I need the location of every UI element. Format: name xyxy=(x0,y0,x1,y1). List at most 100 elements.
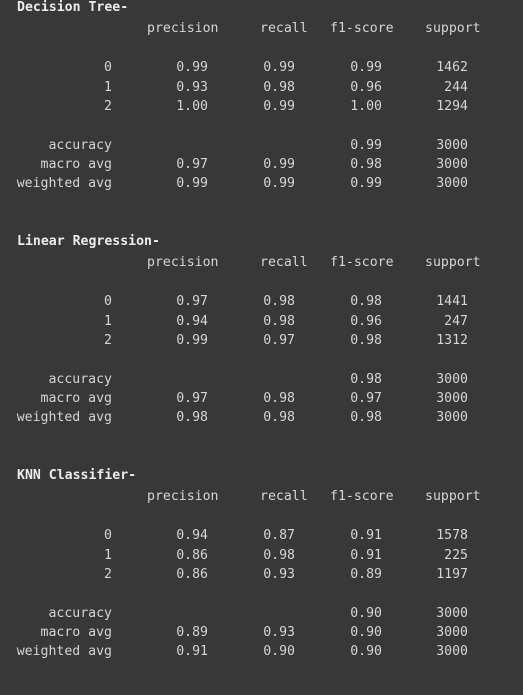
column-header-precision: precision xyxy=(147,21,219,36)
macro-avg-recall-value: 0.99 xyxy=(263,157,295,172)
column-header-recall: recall xyxy=(260,255,308,270)
macro-avg-label: macro avg xyxy=(40,157,112,172)
precision-value: 0.97 xyxy=(176,294,208,309)
weighted-avg-support-value: 3000 xyxy=(436,644,468,659)
column-header-recall: recall xyxy=(260,489,308,504)
macro-avg-precision-value: 0.89 xyxy=(176,625,208,640)
f1-score-value: 0.96 xyxy=(350,314,382,329)
report-title: Decision Tree- xyxy=(17,0,129,15)
class-label: 1 xyxy=(104,80,112,95)
support-value: 1578 xyxy=(436,528,468,543)
column-header-support: support xyxy=(425,21,481,36)
macro-avg-f1-value: 0.97 xyxy=(350,391,382,406)
support-value: 244 xyxy=(444,80,468,95)
accuracy-f1-value: 0.99 xyxy=(350,138,382,153)
support-value: 1197 xyxy=(436,567,468,582)
precision-value: 0.86 xyxy=(176,567,208,582)
weighted-avg-recall-value: 0.90 xyxy=(263,644,295,659)
f1-score-value: 0.98 xyxy=(350,294,382,309)
column-header-f1-score: f1-score xyxy=(330,489,394,504)
macro-avg-label: macro avg xyxy=(40,391,112,406)
precision-value: 0.86 xyxy=(176,548,208,563)
support-value: 247 xyxy=(444,314,468,329)
recall-value: 0.98 xyxy=(263,548,295,563)
weighted-avg-support-value: 3000 xyxy=(436,410,468,425)
macro-avg-recall-value: 0.93 xyxy=(263,625,295,640)
precision-value: 0.94 xyxy=(176,314,208,329)
precision-value: 1.00 xyxy=(176,99,208,114)
column-header-precision: precision xyxy=(147,489,219,504)
support-value: 1441 xyxy=(436,294,468,309)
recall-value: 0.97 xyxy=(263,333,295,348)
weighted-avg-label: weighted avg xyxy=(16,410,112,425)
macro-avg-support-value: 3000 xyxy=(436,625,468,640)
weighted-avg-label: weighted avg xyxy=(16,176,112,191)
f1-score-value: 0.89 xyxy=(350,567,382,582)
accuracy-support-value: 3000 xyxy=(436,138,468,153)
f1-score-value: 0.91 xyxy=(350,548,382,563)
report-title: KNN Classifier- xyxy=(17,468,137,483)
class-label: 0 xyxy=(104,60,112,75)
accuracy-label: accuracy xyxy=(48,606,112,621)
report-title: Linear Regression- xyxy=(17,234,160,249)
class-label: 1 xyxy=(104,314,112,329)
class-label: 0 xyxy=(104,294,112,309)
column-header-support: support xyxy=(425,489,481,504)
class-label: 2 xyxy=(104,567,112,582)
accuracy-support-value: 3000 xyxy=(436,372,468,387)
class-label: 2 xyxy=(104,99,112,114)
accuracy-label: accuracy xyxy=(48,138,112,153)
f1-score-value: 0.96 xyxy=(350,80,382,95)
macro-avg-recall-value: 0.98 xyxy=(263,391,295,406)
recall-value: 0.87 xyxy=(263,528,295,543)
column-header-f1-score: f1-score xyxy=(330,255,394,270)
precision-value: 0.99 xyxy=(176,60,208,75)
macro-avg-support-value: 3000 xyxy=(436,391,468,406)
weighted-avg-support-value: 3000 xyxy=(436,176,468,191)
macro-avg-f1-value: 0.90 xyxy=(350,625,382,640)
weighted-avg-f1-value: 0.99 xyxy=(350,176,382,191)
weighted-avg-f1-value: 0.90 xyxy=(350,644,382,659)
column-header-f1-score: f1-score xyxy=(330,21,394,36)
class-label: 2 xyxy=(104,333,112,348)
macro-avg-f1-value: 0.98 xyxy=(350,157,382,172)
column-header-precision: precision xyxy=(147,255,219,270)
recall-value: 0.98 xyxy=(263,314,295,329)
weighted-avg-label: weighted avg xyxy=(16,644,112,659)
precision-value: 0.93 xyxy=(176,80,208,95)
f1-score-value: 1.00 xyxy=(350,99,382,114)
weighted-avg-recall-value: 0.98 xyxy=(263,410,295,425)
weighted-avg-precision-value: 0.91 xyxy=(176,644,208,659)
accuracy-label: accuracy xyxy=(48,372,112,387)
recall-value: 0.99 xyxy=(263,60,295,75)
accuracy-support-value: 3000 xyxy=(436,606,468,621)
column-header-recall: recall xyxy=(260,21,308,36)
precision-value: 0.99 xyxy=(176,333,208,348)
recall-value: 0.99 xyxy=(263,99,295,114)
support-value: 1312 xyxy=(436,333,468,348)
class-label: 0 xyxy=(104,528,112,543)
macro-avg-precision-value: 0.97 xyxy=(176,157,208,172)
macro-avg-label: macro avg xyxy=(40,625,112,640)
weighted-avg-precision-value: 0.99 xyxy=(176,176,208,191)
column-header-support: support xyxy=(425,255,481,270)
support-value: 225 xyxy=(444,548,468,563)
recall-value: 0.98 xyxy=(263,294,295,309)
precision-value: 0.94 xyxy=(176,528,208,543)
weighted-avg-recall-value: 0.99 xyxy=(263,176,295,191)
accuracy-f1-value: 0.90 xyxy=(350,606,382,621)
support-value: 1462 xyxy=(436,60,468,75)
f1-score-value: 0.99 xyxy=(350,60,382,75)
f1-score-value: 0.98 xyxy=(350,333,382,348)
weighted-avg-f1-value: 0.98 xyxy=(350,410,382,425)
class-label: 1 xyxy=(104,548,112,563)
macro-avg-precision-value: 0.97 xyxy=(176,391,208,406)
recall-value: 0.98 xyxy=(263,80,295,95)
weighted-avg-precision-value: 0.98 xyxy=(176,410,208,425)
accuracy-f1-value: 0.98 xyxy=(350,372,382,387)
macro-avg-support-value: 3000 xyxy=(436,157,468,172)
recall-value: 0.93 xyxy=(263,567,295,582)
support-value: 1294 xyxy=(436,99,468,114)
f1-score-value: 0.91 xyxy=(350,528,382,543)
